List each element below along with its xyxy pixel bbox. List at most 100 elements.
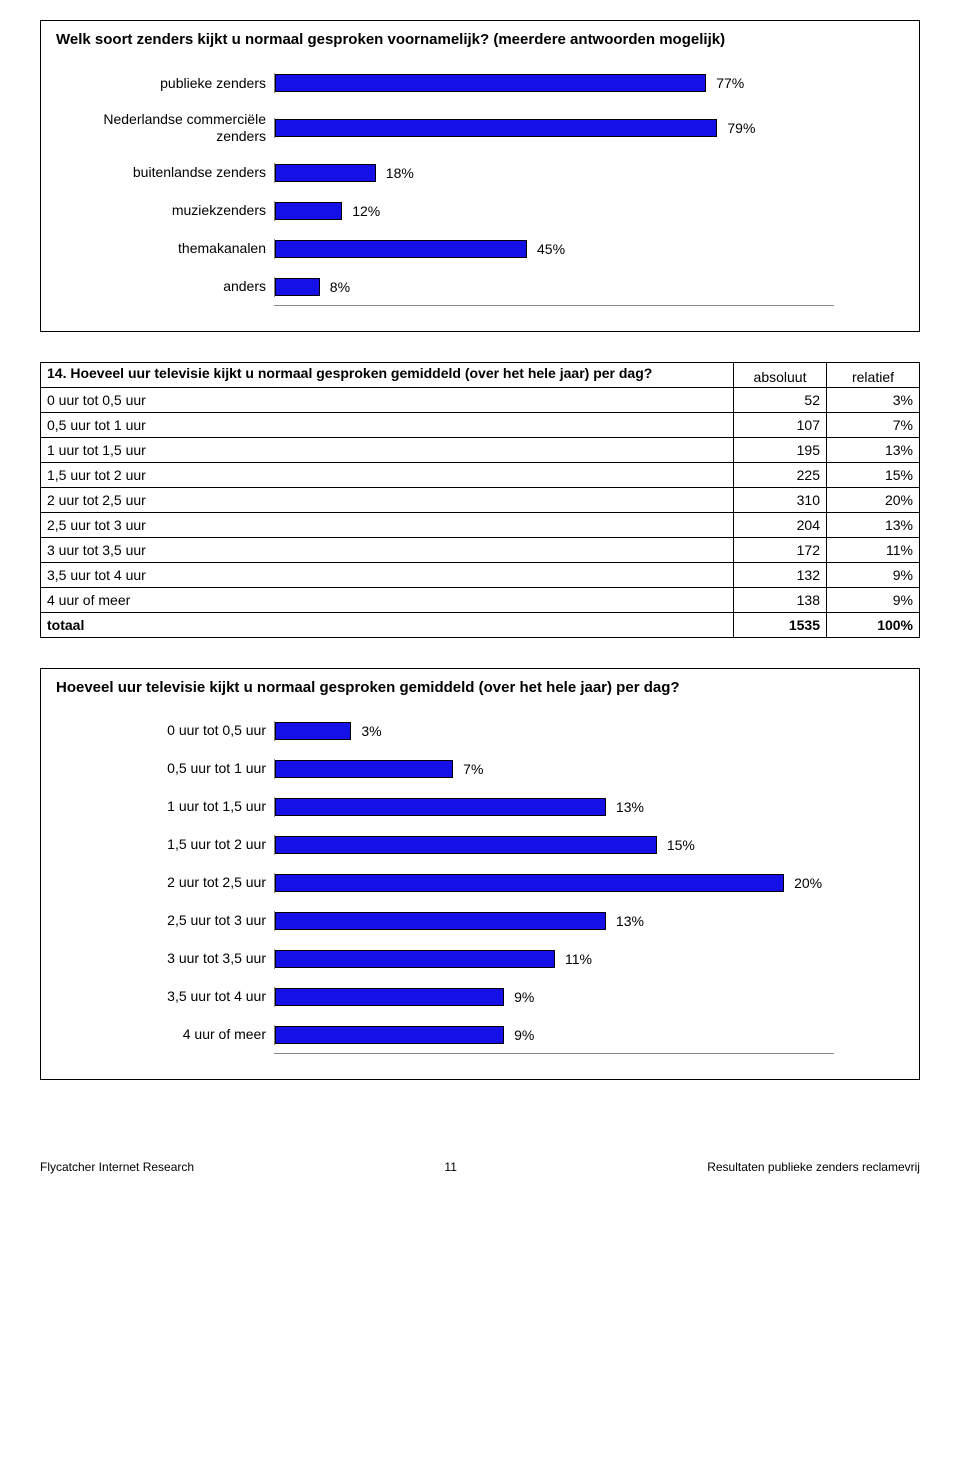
chart-bar-container: 15% [274, 835, 835, 855]
table-row: 4 uur of meer1389% [41, 587, 920, 612]
chart-row: Nederlandse commerciële zenders 79% [86, 111, 904, 145]
chart-row-label: muziekzenders [86, 202, 274, 219]
chart-row-value: 45% [537, 241, 565, 257]
table-cell-rel: 9% [827, 587, 920, 612]
table-cell-abs: 310 [734, 487, 827, 512]
table-cell-label: 2 uur tot 2,5 uur [41, 487, 734, 512]
chart-bar-container: 9% [274, 1025, 835, 1045]
chart-row: 1,5 uur tot 2 uur 15% [86, 835, 904, 855]
page-footer: Flycatcher Internet Research 11 Resultat… [40, 1160, 920, 1184]
chart-row-label: themakanalen [86, 240, 274, 257]
table-row: 2 uur tot 2,5 uur31020% [41, 487, 920, 512]
chart-bar [275, 202, 342, 220]
chart-row: 4 uur of meer9% [86, 1025, 904, 1045]
table-row: 0 uur tot 0,5 uur523% [41, 387, 920, 412]
page: Welk soort zenders kijkt u normaal gespr… [0, 0, 960, 1214]
chart-bar [275, 874, 784, 892]
table-cell-abs: 204 [734, 512, 827, 537]
table-row: 1 uur tot 1,5 uur19513% [41, 437, 920, 462]
chart-bar-container: 7% [274, 759, 835, 779]
chart-bar-container: 13% [274, 797, 835, 817]
chart-bar-container: 13% [274, 911, 835, 931]
table-cell-rel: 15% [827, 462, 920, 487]
chart-row-value: 20% [794, 875, 822, 891]
chart1-title: Welk soort zenders kijkt u normaal gespr… [56, 31, 904, 48]
chart-row-value: 18% [386, 165, 414, 181]
chart-bar [275, 836, 657, 854]
table-col-abs: absoluut [734, 362, 827, 387]
chart-row-value: 9% [514, 1027, 534, 1043]
chart-row-value: 8% [330, 279, 350, 295]
table-cell-label: 2,5 uur tot 3 uur [41, 512, 734, 537]
chart-row: publieke zenders77% [86, 73, 904, 93]
chart-bar-container: 11% [274, 949, 835, 969]
table-total-rel: 100% [827, 612, 920, 637]
chart-row-label: Nederlandse commerciële zenders [86, 111, 274, 145]
footer-center: 11 [444, 1160, 456, 1174]
table-cell-abs: 132 [734, 562, 827, 587]
chart-row-value: 13% [616, 913, 644, 929]
chart-bar [275, 760, 453, 778]
chart-row-label: 1 uur tot 1,5 uur [86, 798, 274, 815]
chart-bar-container: 9% [274, 987, 835, 1007]
chart-bar-container: 3% [274, 721, 835, 741]
chart-row-label: 1,5 uur tot 2 uur [86, 836, 274, 853]
table-cell-label: 1,5 uur tot 2 uur [41, 462, 734, 487]
table-cell-abs: 195 [734, 437, 827, 462]
table-cell-abs: 52 [734, 387, 827, 412]
table-total-label: totaal [41, 612, 734, 637]
chart-row-label: 2 uur tot 2,5 uur [86, 874, 274, 891]
chart-row-value: 79% [727, 120, 755, 136]
table-cell-label: 0 uur tot 0,5 uur [41, 387, 734, 412]
chart-row: 1 uur tot 1,5 uur13% [86, 797, 904, 817]
chart-row: 0 uur tot 0,5 uur3% [86, 721, 904, 741]
chart-bar-container: 77% [274, 73, 835, 93]
table-cell-abs: 138 [734, 587, 827, 612]
chart-row: themakanalen 45% [86, 239, 904, 259]
table-cell-abs: 107 [734, 412, 827, 437]
chart-row-label: buitenlandse zenders [86, 164, 274, 181]
chart-bar [275, 722, 351, 740]
chart-bar [275, 164, 376, 182]
table-cell-label: 0,5 uur tot 1 uur [41, 412, 734, 437]
footer-right: Resultaten publieke zenders reclamevrij [707, 1160, 920, 1174]
table-row: 3 uur tot 3,5 uur17211% [41, 537, 920, 562]
chart-row: 2 uur tot 2,5 uur 20% [86, 873, 904, 893]
data-table: 14. Hoeveel uur televisie kijkt u normaa… [40, 362, 920, 638]
table-row: 3,5 uur tot 4 uur1329% [41, 562, 920, 587]
table-cell-rel: 11% [827, 537, 920, 562]
table-cell-label: 3,5 uur tot 4 uur [41, 562, 734, 587]
table-cell-rel: 3% [827, 387, 920, 412]
table-question: 14. Hoeveel uur televisie kijkt u normaa… [41, 362, 734, 387]
table-cell-rel: 20% [827, 487, 920, 512]
chart-bar [275, 988, 504, 1006]
chart-row: 0,5 uur tot 1 uur7% [86, 759, 904, 779]
table-cell-rel: 13% [827, 512, 920, 537]
chart-bar [275, 119, 717, 137]
chart-bar [275, 1026, 504, 1044]
chart-row: muziekzenders 12% [86, 201, 904, 221]
chart-row-label: 3 uur tot 3,5 uur [86, 950, 274, 967]
chart-bar-container: 12% [274, 201, 835, 221]
chart-bar-container: 79% [274, 118, 835, 138]
chart-row-value: 15% [667, 837, 695, 853]
table-col-rel: relatief [827, 362, 920, 387]
chart-row: anders8% [86, 277, 904, 297]
chart-bar-container: 45% [274, 239, 835, 259]
chart-bar [275, 278, 320, 296]
table-cell-rel: 7% [827, 412, 920, 437]
chart-bar [275, 950, 555, 968]
table-cell-rel: 9% [827, 562, 920, 587]
table-row: 2,5 uur tot 3 uur20413% [41, 512, 920, 537]
table-row: 0,5 uur tot 1 uur1077% [41, 412, 920, 437]
table-cell-label: 4 uur of meer [41, 587, 734, 612]
chart-row: 3,5 uur tot 4 uur9% [86, 987, 904, 1007]
chart-row: 2,5 uur tot 3 uur13% [86, 911, 904, 931]
chart-row-label: publieke zenders [86, 75, 274, 92]
chart-row: 3 uur tot 3,5 uur11% [86, 949, 904, 969]
chart-bar [275, 74, 706, 92]
table-row: 1,5 uur tot 2 uur22515% [41, 462, 920, 487]
chart-row-label: 0 uur tot 0,5 uur [86, 722, 274, 739]
table-cell-label: 1 uur tot 1,5 uur [41, 437, 734, 462]
chart-row-value: 12% [352, 203, 380, 219]
